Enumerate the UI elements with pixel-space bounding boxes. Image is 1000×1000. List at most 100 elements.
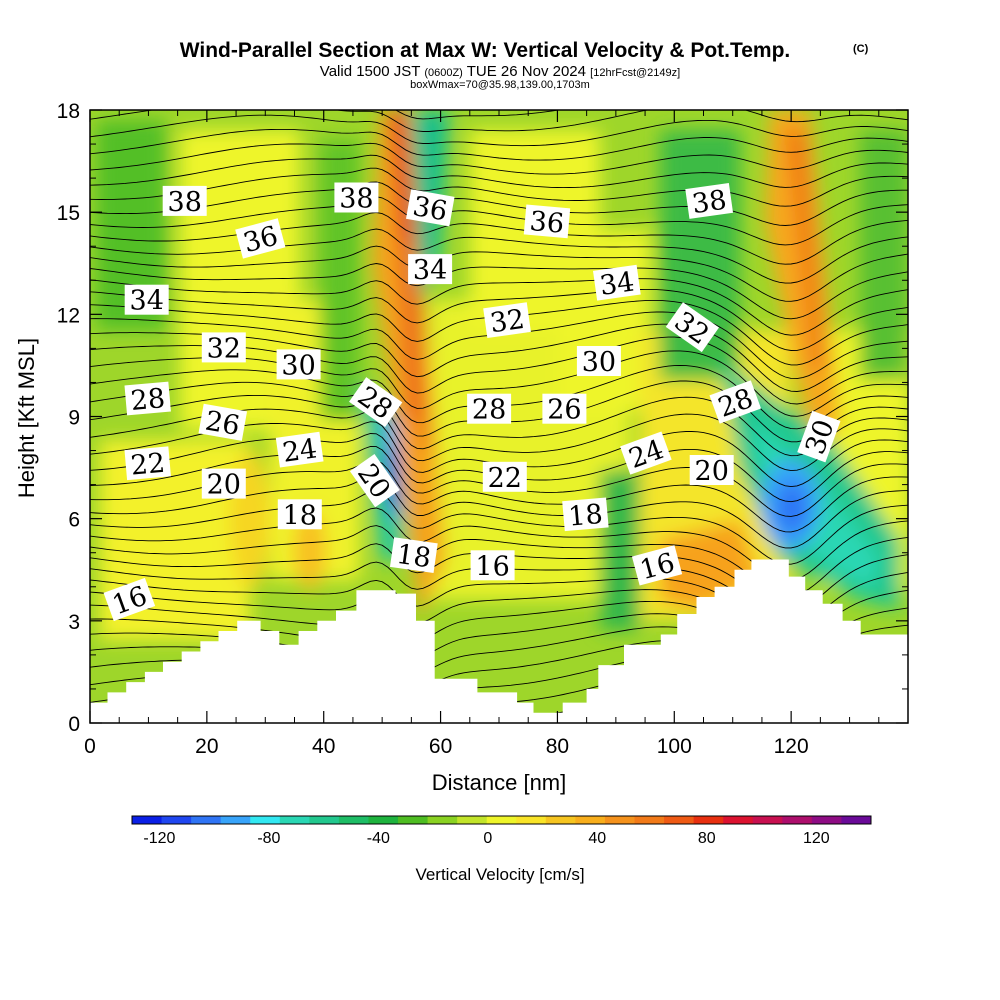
contour-label: 28 [124, 381, 171, 417]
valid-utc: (0600Z) [424, 67, 463, 79]
x-axis: 0 20 40 60 80 100 120 [84, 110, 880, 758]
contour-label-text: 36 [410, 191, 449, 227]
chart-header: Wind-Parallel Section at Max W: Vertical… [180, 39, 869, 91]
contour-label: 32 [483, 302, 531, 339]
colorbar-swatch [220, 816, 251, 824]
colorbar-swatch [427, 816, 458, 824]
isentrope-line [90, 114, 908, 147]
isentrope-line [90, 142, 908, 175]
colorbar-swatch [338, 816, 369, 824]
colorbar-ticks: -120 -80 -40 0 40 80 120 [143, 830, 829, 847]
contour-label: 36 [406, 189, 455, 228]
x-tick-label: 60 [429, 735, 452, 758]
isentrope-line [90, 394, 908, 457]
isentrope-line [90, 128, 908, 161]
contour-label-text: 24 [281, 433, 319, 468]
chart-subtitle: Valid 1500 JST (0600Z) TUE 26 Nov 2024 [… [320, 63, 680, 80]
contour-label-text: 20 [695, 456, 729, 487]
colorbar-frame [131, 815, 872, 825]
y-tick-label: 9 [68, 407, 80, 430]
contour-label-text: 38 [168, 187, 202, 218]
contour-label-text: 28 [129, 383, 166, 417]
colorbar-swatch [634, 816, 665, 824]
contour-label-box [470, 550, 515, 581]
contour-label-text: 22 [129, 448, 166, 482]
contour-label-text: 34 [413, 255, 447, 286]
contour-label-box [665, 302, 719, 353]
colorbar-tick-label: 40 [588, 830, 606, 847]
contour-label-text: 36 [528, 206, 565, 240]
isentrope-line [90, 228, 908, 284]
isentrope-line [90, 167, 908, 207]
contour-label-box [523, 204, 571, 239]
colorbar-swatch [516, 816, 547, 824]
contour-label-box [689, 455, 734, 485]
colorbar-swatch [545, 816, 576, 824]
colorbar-swatch [368, 816, 399, 824]
colorbar-swatch [486, 816, 517, 824]
colorbar-tick-label: -40 [367, 830, 390, 847]
colorbar-tick-label: -80 [257, 830, 280, 847]
contour-label-box [349, 454, 400, 508]
contour-label: 28 [467, 393, 512, 426]
isentrope-line [90, 278, 908, 336]
colorbar-swatch [604, 816, 635, 824]
contour-label-box [576, 346, 621, 376]
contour-label-text: 38 [690, 185, 728, 220]
contour-label-box [483, 302, 531, 339]
x-tick-label: 0 [84, 735, 96, 758]
terrain-mask [90, 559, 908, 723]
contour-label-box [408, 254, 453, 285]
contour-label-text: 32 [488, 304, 526, 339]
colorbar-tick-label: -120 [143, 830, 175, 847]
colorbar-swatch [457, 816, 488, 824]
forecast-info: [12hrFcst@2149z] [590, 67, 680, 79]
contour-label-box [631, 545, 683, 586]
isentrope-line [90, 288, 908, 351]
colorbar-tick-label: 80 [698, 830, 716, 847]
contour-label-box [334, 182, 379, 213]
contour-label-box [201, 468, 246, 499]
contour-label-box [124, 284, 169, 315]
colorbar-swatch [811, 816, 842, 824]
y-tick-label: 6 [68, 509, 80, 532]
contour-label-text: 26 [203, 406, 242, 442]
colorbar-swatch [664, 816, 695, 824]
contour-label: 38 [685, 182, 734, 220]
contour-label: 38 [334, 182, 379, 215]
isentrope-line [90, 154, 908, 189]
x-tick-label: 120 [774, 735, 809, 758]
x-axis-label: Distance [nm] [432, 770, 567, 795]
contour-label-text: 30 [582, 347, 616, 378]
contour-label-box [406, 189, 455, 227]
valid-time: Valid 1500 JST [320, 63, 420, 80]
colorbar-swatch [309, 816, 340, 824]
contour-label: 32 [201, 332, 246, 364]
isentrope-line [90, 245, 908, 302]
colorbar-swatch [132, 816, 162, 824]
isentrope-line [90, 196, 908, 246]
isentrope-line [90, 212, 908, 265]
colorbar-swatch [575, 816, 606, 824]
colorbar-swatch [191, 816, 222, 824]
contour-label-box [275, 431, 324, 468]
contour-label: 30 [276, 349, 321, 381]
colorbar [131, 815, 872, 825]
contour-label: 24 [275, 431, 324, 469]
y-axis-label: Height [Kft MSL] [14, 338, 39, 498]
contour-label-box [276, 349, 321, 380]
colorbar-swatch [161, 816, 192, 824]
contour-label-box [235, 218, 286, 259]
contour-label-box [124, 381, 171, 416]
chart-title: Wind-Parallel Section at Max W: Vertical… [180, 39, 791, 62]
isentrope-line [90, 490, 908, 565]
colorbar-swatch [250, 816, 281, 824]
colorbar-tick-label: 120 [803, 830, 830, 847]
colorbar-swatch [752, 816, 783, 824]
isentrope-line [90, 110, 908, 132]
contour-label-box [198, 403, 248, 441]
contour-label-box [277, 499, 322, 530]
isentrope-line [90, 263, 908, 320]
x-tick-label: 80 [546, 735, 569, 758]
